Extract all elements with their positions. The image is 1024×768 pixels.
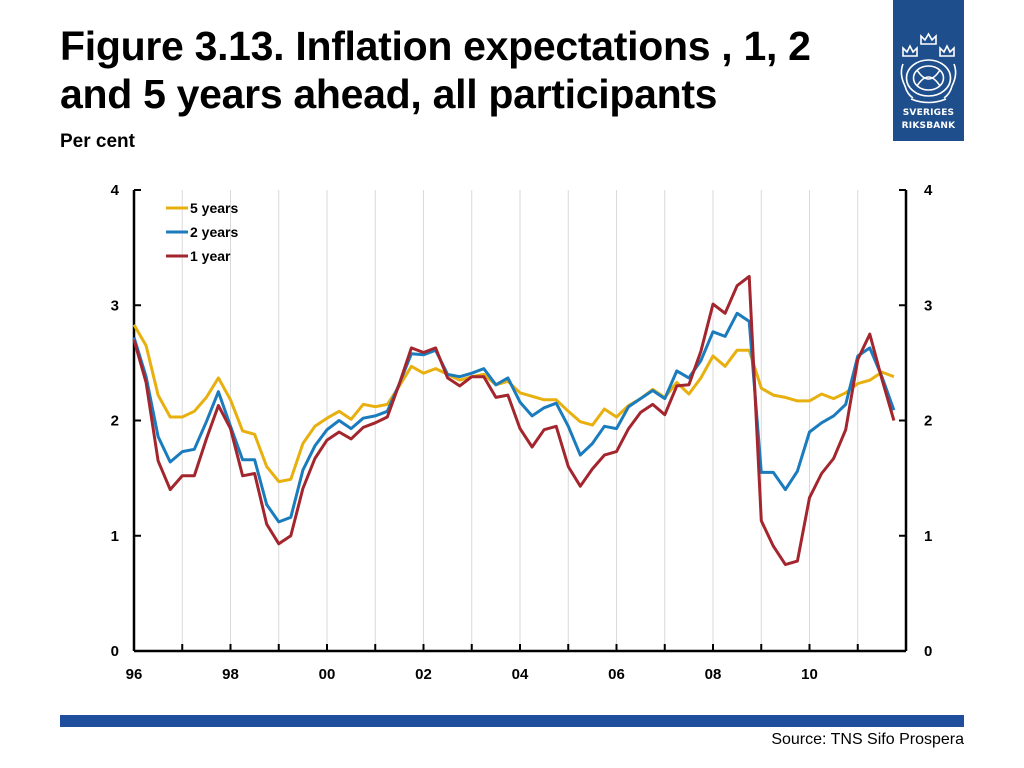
logo-text-line2: RIKSBANK [901, 121, 956, 131]
x-tick-label: 96 [126, 666, 143, 683]
x-tick-label: 06 [608, 666, 625, 683]
y-tick-label-right: 3 [924, 297, 932, 314]
x-tick-label: 02 [415, 666, 432, 683]
y-tick-label-left: 0 [111, 643, 119, 660]
y-tick-label-right: 2 [924, 413, 932, 430]
series-line-2-years [132, 311, 896, 524]
crown-emblem-icon [900, 32, 957, 104]
footer-bar [60, 715, 964, 727]
logo-text-line1: SVERIGES [902, 108, 955, 118]
legend-label: 1 year [190, 248, 231, 264]
riksbank-logo: SVERIGES RIKSBANK [893, 0, 964, 141]
y-tick-label-left: 3 [111, 297, 119, 314]
series-line-1-year [132, 274, 896, 567]
legend-label: 2 years [190, 224, 238, 240]
source-note: Source: TNS Sifo Prospera [771, 731, 964, 748]
legend-label: 5 years [190, 200, 238, 216]
y-tick-label-right: 4 [924, 182, 933, 199]
y-tick-label-right: 1 [924, 528, 932, 545]
y-tick-label-right: 0 [924, 643, 932, 660]
x-tick-label: 04 [512, 666, 529, 683]
y-tick-label-left: 4 [111, 182, 120, 199]
x-tick-label: 10 [801, 666, 818, 683]
page-title: Figure 3.13. Inflation expectations , 1,… [60, 23, 811, 117]
y-tick-label-left: 2 [111, 413, 119, 430]
x-tick-label: 98 [222, 666, 239, 683]
series-line-5-years [132, 324, 895, 484]
y-tick-label-left: 1 [111, 528, 119, 545]
x-tick-label: 00 [319, 666, 336, 683]
x-tick-label: 08 [705, 666, 722, 683]
chart-unit-label: Per cent [60, 131, 135, 152]
